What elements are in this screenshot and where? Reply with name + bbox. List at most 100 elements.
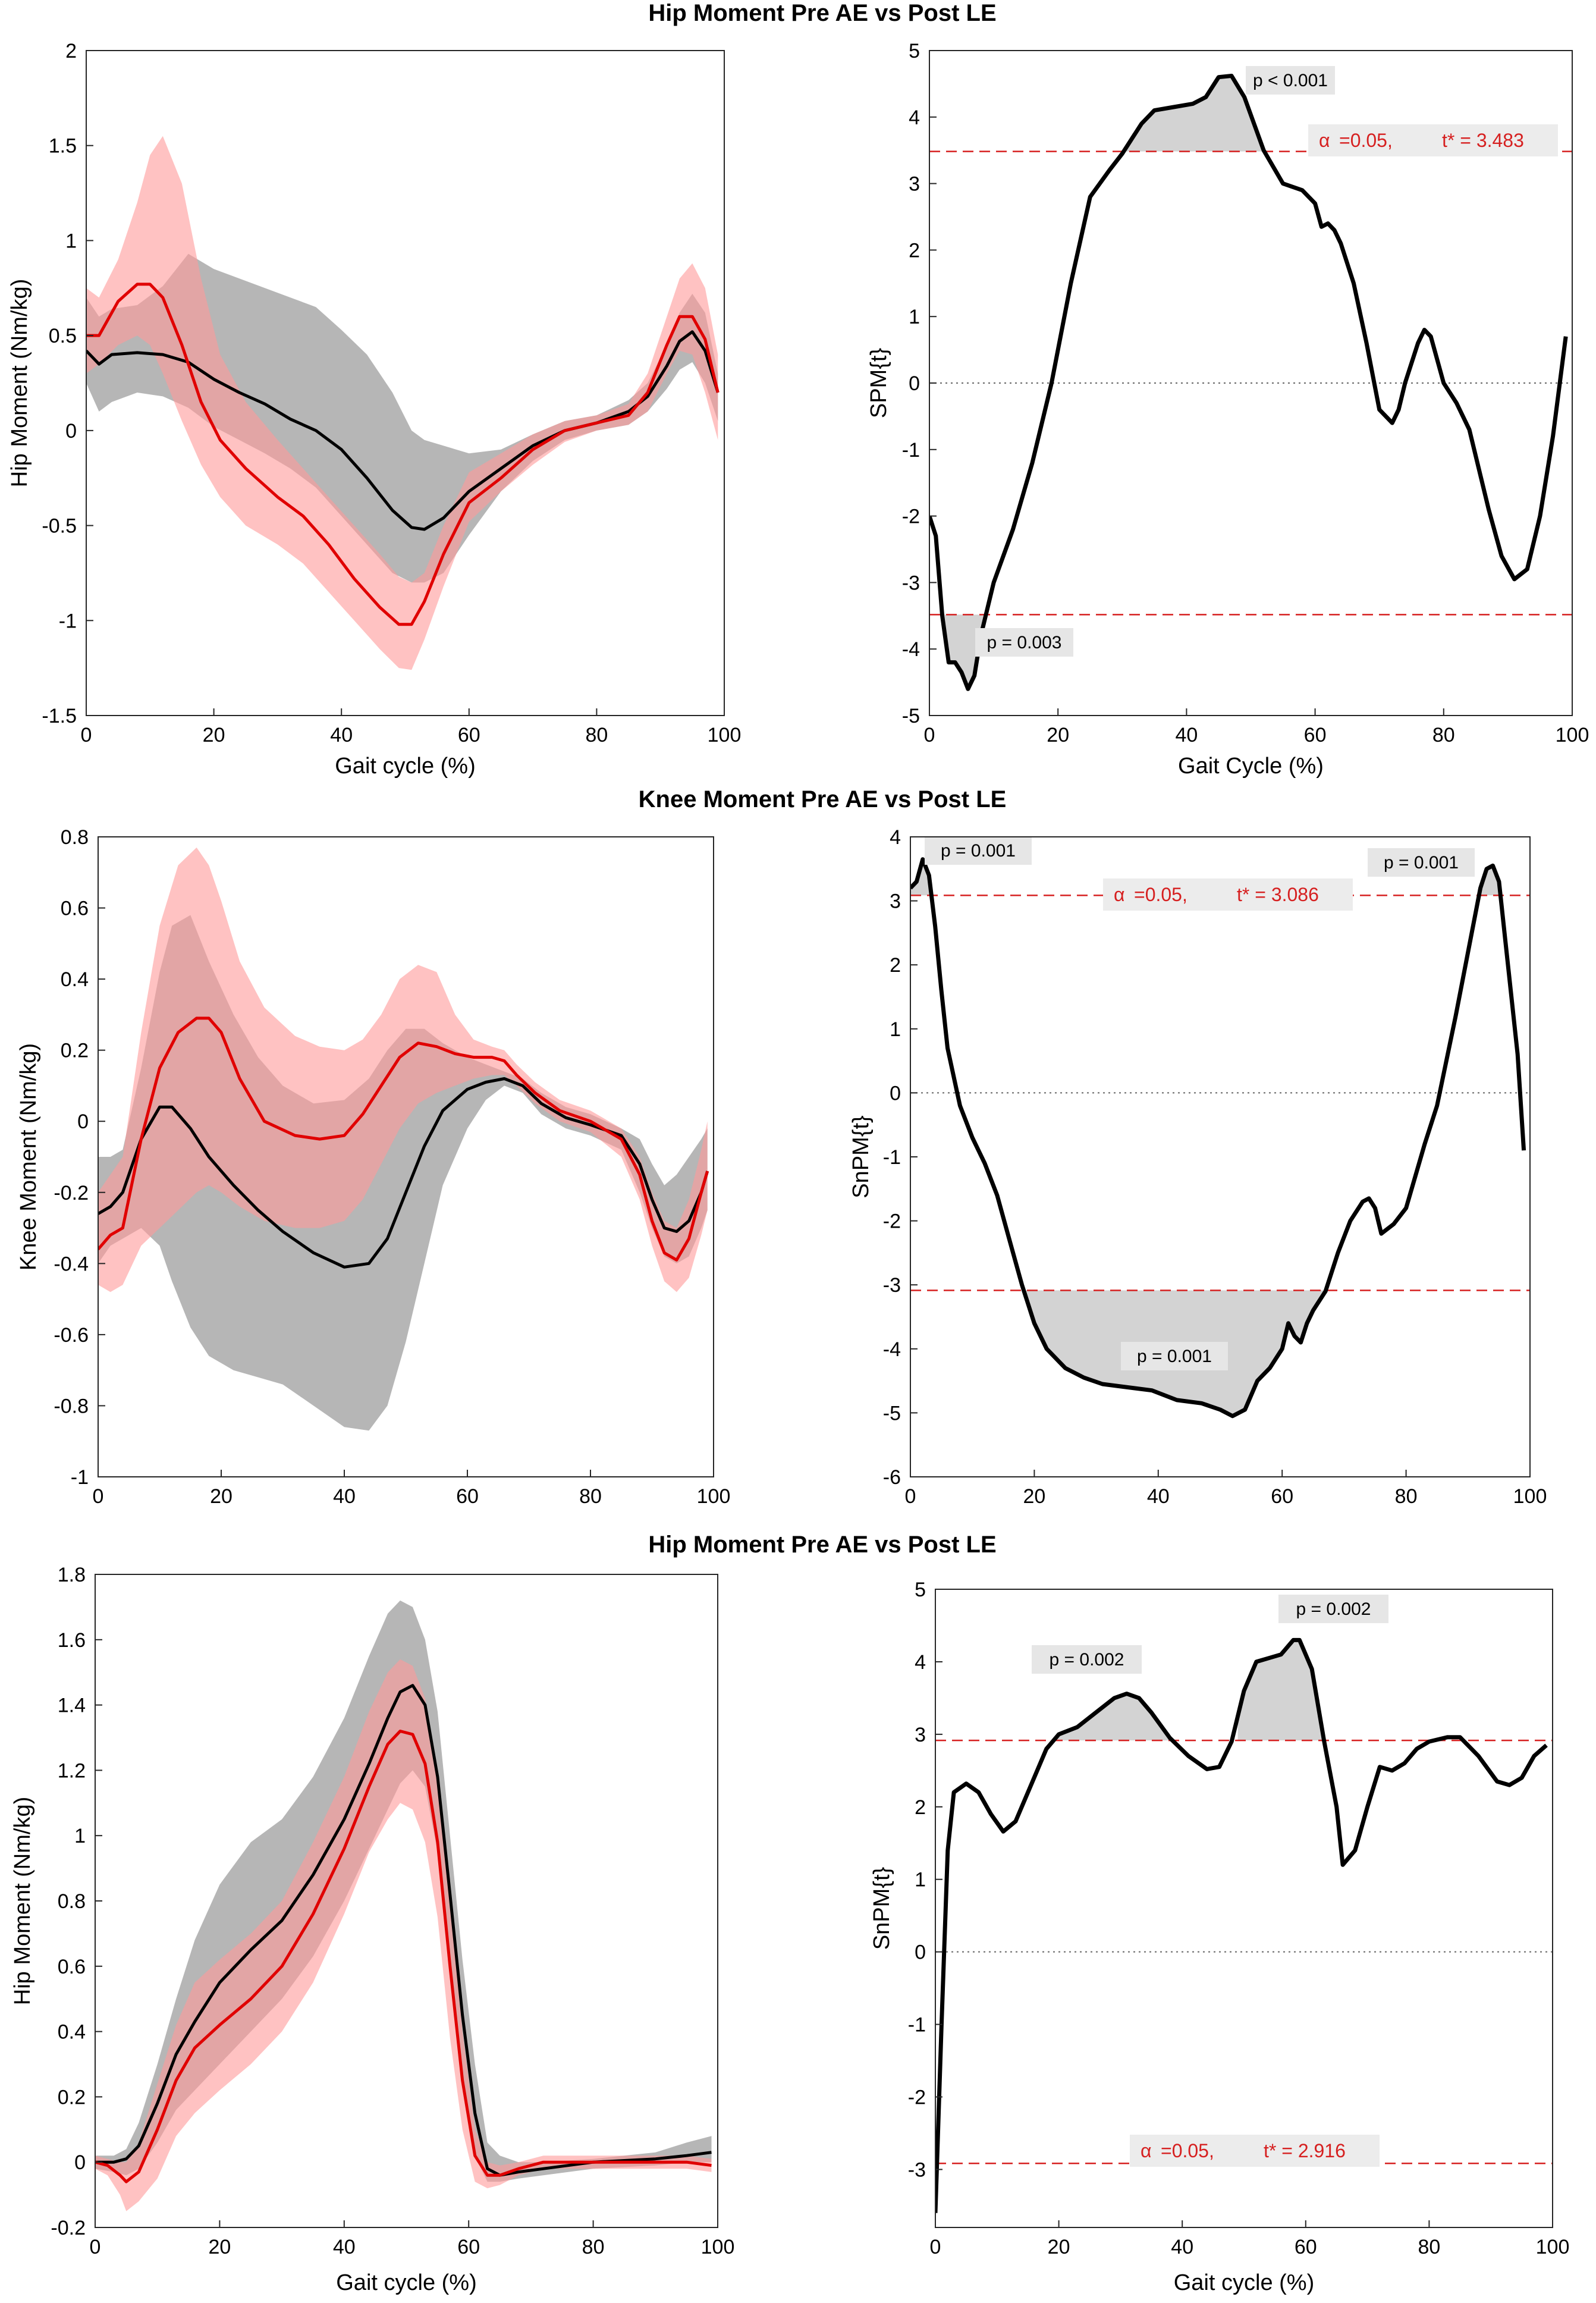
y-tick-label: 2 [909,239,920,262]
x-tick-label: 80 [1418,2236,1440,2258]
y-tick-label: 5 [915,1579,926,1601]
spm-curve [929,74,1568,691]
y-tick-label: 1.2 [58,1759,86,1782]
line-post-le [95,1730,712,2183]
panel-knee-mean: Knee Moment Pre AE vs Post LE0 20 40 60 80 10… [16,786,1006,1508]
x-tick-label: 60 [458,724,480,746]
y-tick-label: 0.4 [61,968,89,991]
y-tick-label: 1 [909,306,920,328]
x-tick-label: 80 [582,2236,605,2258]
x-tick-label: 100 [1556,724,1589,746]
y-tick-label: 4 [909,106,920,129]
y-tick-label: 1 [890,1018,901,1041]
threshold-label-box [1103,878,1353,911]
x-tick-label: 100 [1513,1485,1547,1508]
y-tick-label: 2 [890,954,901,977]
x-tick-label: 60 [1271,1485,1293,1508]
p-value-label: p = 0.001 [941,841,1016,861]
y-tick-label: 0.8 [61,826,89,849]
band-pre-ae [98,915,708,1431]
y-tick-label: -1 [908,2014,926,2037]
cluster-shade [1053,1693,1183,1741]
p-value-label: p = 0.002 [1050,1650,1124,1670]
y-tick-label: 4 [915,1651,926,1674]
y-tick-label: 1 [915,1869,926,1891]
x-tick-label: 100 [708,724,742,746]
y-tick-label: 3 [890,890,901,913]
line-pre-ae [98,1077,709,1269]
cluster-shade [1116,76,1270,152]
x-tick-label: 40 [1147,1485,1170,1508]
y-tick-label: -0.2 [54,1182,89,1204]
p-value-box [1278,1595,1388,1623]
x-tick-label: 100 [1536,2236,1570,2258]
x-tick-label: 40 [330,724,353,746]
y-tick-label: -6 [883,1466,901,1489]
threshold-label-box [1308,124,1558,156]
cluster-shade [1237,1640,1331,1741]
y-tick-label: 4 [890,826,901,849]
x-tick-label: 40 [1175,724,1198,746]
y-tick-label: 0.2 [61,1040,89,1062]
p-value-box [1032,1645,1142,1674]
x-tick-label: 0 [930,2236,941,2258]
p-value-label: p = 0.003 [987,633,1062,652]
y-axis-label: SPM{t} [866,348,891,418]
y-tick-label: 0.6 [58,1956,86,1978]
y-tick-label: -1 [902,439,920,462]
y-tick-label: -0.8 [54,1395,89,1417]
y-tick-label: -4 [902,638,920,661]
y-tick-label: 1 [65,230,77,252]
line-pre-ae [95,1684,712,2177]
y-tick-label: 0.5 [49,325,77,347]
alpha-symbol: α [1114,884,1125,905]
y-tick-label: -5 [883,1402,901,1425]
cluster-shade [1468,865,1506,896]
band-post-le [98,847,708,1292]
p-value-label: p = 0.001 [1384,853,1459,873]
y-tick-label: -5 [902,705,920,727]
plot-area [95,1600,712,2211]
y-tick-label: 0 [74,2151,86,2174]
x-tick-label: 20 [208,2236,231,2258]
x-tick-label: 60 [1295,2236,1317,2258]
x-tick-label: 80 [585,724,608,746]
y-tick-label: 2 [915,1796,926,1819]
p-value-box [975,628,1073,657]
y-axis-label: Hip Moment (Nm/kg) [10,1797,35,2006]
y-tick-label: 0 [65,420,77,443]
x-tick-label: 40 [333,1485,356,1508]
y-tick-label: 1.6 [58,1629,86,1652]
alpha-value: =0.05, [1161,2140,1214,2161]
threshold-label-box [1130,2135,1380,2167]
x-tick-label: 60 [1304,724,1327,746]
x-tick-label: 0 [90,2236,101,2258]
y-tick-label: 0.8 [58,1890,86,1913]
x-axis-label: Gait Cycle (%) [1178,754,1324,779]
x-tick-label: 100 [697,1485,731,1508]
plot-area [86,136,720,670]
p-value-box [1368,848,1475,877]
y-tick-label: 0.4 [58,2021,86,2044]
y-tick-label: 0.2 [58,2086,86,2109]
x-tick-label: 20 [1048,2236,1070,2258]
y-tick-label: -2 [902,506,920,528]
x-tick-label: 20 [210,1485,233,1508]
axes-frame [98,836,714,1477]
y-tick-label: 1.8 [58,1564,86,1586]
x-tick-label: 40 [1171,2236,1193,2258]
critical-t-value: t* = 3.086 [1237,884,1319,905]
y-axis-label: SnPM{t} [849,1115,874,1198]
x-tick-label: 20 [1047,724,1069,746]
x-tick-label: 0 [81,724,92,746]
y-tick-label: 3 [909,173,920,196]
plot-area [935,1637,1553,2213]
y-tick-label: 0.6 [61,898,89,920]
y-tick-label: -3 [902,572,920,594]
x-tick-label: 0 [93,1485,104,1508]
y-tick-label: -0.5 [42,515,77,538]
x-tick-label: 20 [1023,1485,1045,1508]
x-tick-label: 20 [203,724,225,746]
